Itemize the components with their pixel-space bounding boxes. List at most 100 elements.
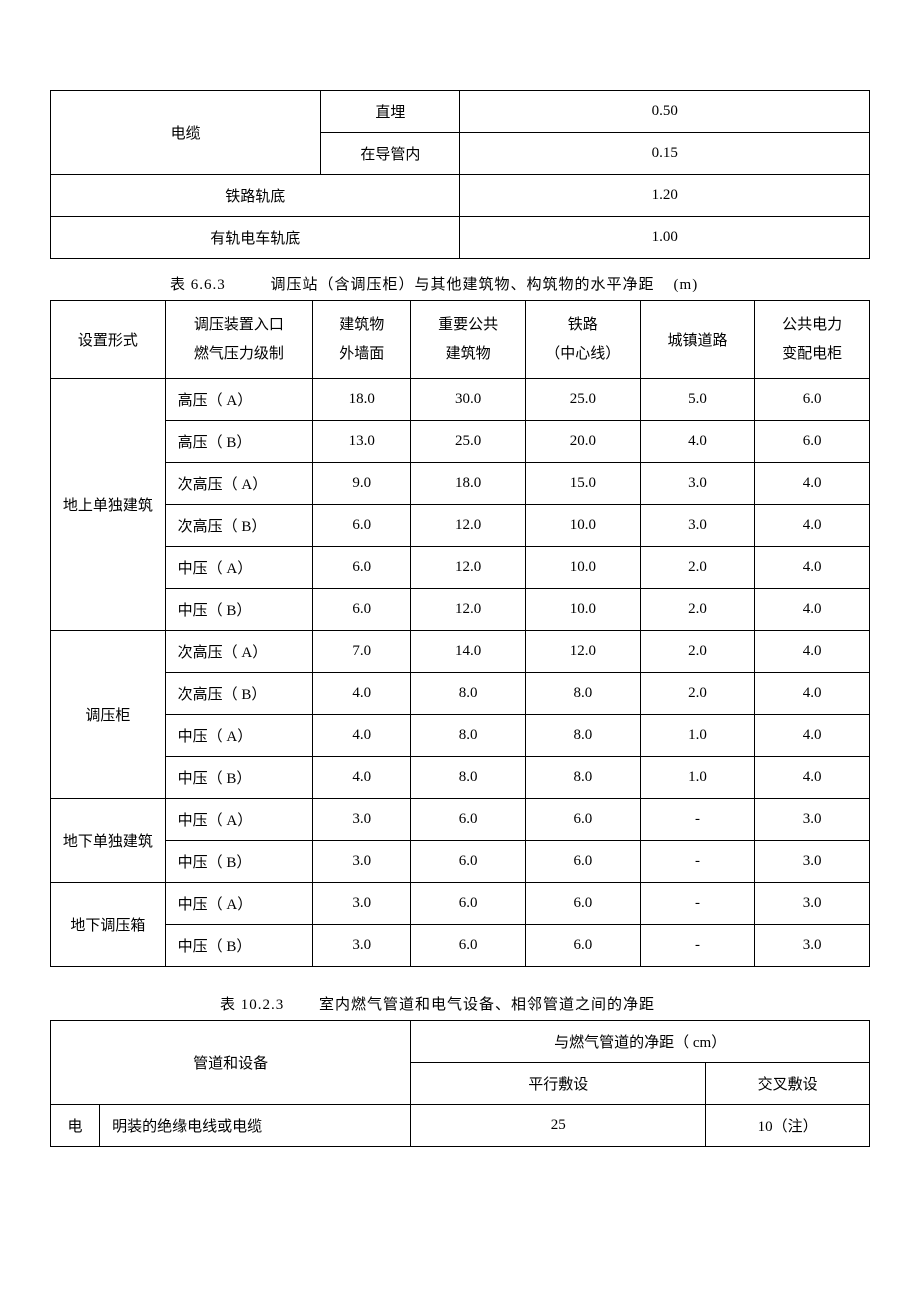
table-row: 地上单独建筑 高压（ A） 18.0 30.0 25.0 5.0 6.0: [51, 379, 870, 421]
cell: 12.0: [525, 631, 640, 673]
header-cell: 建筑物 外墙面: [313, 301, 411, 379]
cell: 30.0: [411, 379, 526, 421]
table-1023: 管道和设备 与燃气管道的净距（ cm） 平行敷设 交叉敷设 电 明装的绝缘电线或…: [50, 1020, 870, 1147]
cell: -: [640, 883, 755, 925]
cell: 3.0: [313, 883, 411, 925]
cell: 3.0: [755, 925, 870, 967]
cell: 4.0: [755, 589, 870, 631]
table-row: 有轨电车轨底 1.00: [51, 217, 870, 259]
cell: 直埋: [321, 91, 460, 133]
cell: 1.0: [640, 715, 755, 757]
cell: 10.0: [525, 589, 640, 631]
caption-text: 调压站（含调压柜）与其他建筑物、构筑物的水平净距: [271, 277, 655, 293]
table-row: 地下单独建筑 中压（ A） 3.0 6.0 6.0 - 3.0: [51, 799, 870, 841]
cell: 0.15: [460, 133, 870, 175]
group-label: 地下单独建筑: [51, 799, 166, 883]
header-cell: 设置形式: [51, 301, 166, 379]
cell: 3.0: [755, 799, 870, 841]
cell: 13.0: [313, 421, 411, 463]
cell: 3.0: [640, 463, 755, 505]
cell: 4.0: [313, 673, 411, 715]
cell: 8.0: [525, 673, 640, 715]
table-row: 中压（ A） 4.0 8.0 8.0 1.0 4.0: [51, 715, 870, 757]
cell: 4.0: [755, 505, 870, 547]
caption-number: 表 6.6.3: [170, 277, 226, 293]
table-row: 次高压（ A） 9.0 18.0 15.0 3.0 4.0: [51, 463, 870, 505]
cell: 18.0: [313, 379, 411, 421]
group-label: 调压柜: [51, 631, 166, 799]
cell: 0.50: [460, 91, 870, 133]
caption-unit: (m): [674, 277, 699, 293]
header-line: （中心线）: [532, 340, 634, 369]
cell: 6.0: [755, 379, 870, 421]
cell: 4.0: [313, 715, 411, 757]
table-row: 次高压（ B） 6.0 12.0 10.0 3.0 4.0: [51, 505, 870, 547]
table-row: 电 明装的绝缘电线或电缆 25 10（注）: [51, 1105, 870, 1147]
header-line: 铁路: [532, 311, 634, 340]
table-row: 铁路轨底 1.20: [51, 175, 870, 217]
header-cell: 与燃气管道的净距（ cm）: [411, 1021, 870, 1063]
cell: 12.0: [411, 505, 526, 547]
table-row: 调压柜 次高压（ A） 7.0 14.0 12.0 2.0 4.0: [51, 631, 870, 673]
cell: 中压（ A）: [165, 799, 312, 841]
header-cell: 交叉敷设: [706, 1063, 870, 1105]
group-label: 地下调压箱: [51, 883, 166, 967]
cell: 3.0: [313, 925, 411, 967]
cell: 3.0: [755, 883, 870, 925]
cell: 6.0: [755, 421, 870, 463]
table-header-row: 管道和设备 与燃气管道的净距（ cm）: [51, 1021, 870, 1063]
cell: 高压（ A）: [165, 379, 312, 421]
cell: 25.0: [411, 421, 526, 463]
cell: 8.0: [411, 673, 526, 715]
group-label: 地上单独建筑: [51, 379, 166, 631]
table-row: 中压（ B） 3.0 6.0 6.0 - 3.0: [51, 925, 870, 967]
cell: 18.0: [411, 463, 526, 505]
cell: 10（注）: [706, 1105, 870, 1147]
header-line: 燃气压力级制: [172, 340, 306, 369]
table-row: 中压（ B） 4.0 8.0 8.0 1.0 4.0: [51, 757, 870, 799]
cell: 中压（ B）: [165, 841, 312, 883]
header-cell: 城镇道路: [640, 301, 755, 379]
cell: 2.0: [640, 547, 755, 589]
cell: 12.0: [411, 547, 526, 589]
header-cell: 公共电力 变配电柜: [755, 301, 870, 379]
cell: 6.0: [525, 841, 640, 883]
cell: 25.0: [525, 379, 640, 421]
cell: 6.0: [411, 925, 526, 967]
cell: 6.0: [525, 799, 640, 841]
cell: 3.0: [313, 841, 411, 883]
cell: 7.0: [313, 631, 411, 673]
cell: 中压（ A）: [165, 547, 312, 589]
header-line: 建筑物: [319, 311, 404, 340]
cell: 6.0: [313, 589, 411, 631]
cell: 中压（ A）: [165, 715, 312, 757]
table-row: 中压（ A） 6.0 12.0 10.0 2.0 4.0: [51, 547, 870, 589]
header-line: 变配电柜: [761, 340, 863, 369]
cell: 中压（ B）: [165, 757, 312, 799]
cell: 次高压（ A）: [165, 631, 312, 673]
table-663: 设置形式 调压装置入口 燃气压力级制 建筑物 外墙面 重要公共 建筑物 铁路 （…: [50, 300, 870, 967]
table-row: 中压（ B） 6.0 12.0 10.0 2.0 4.0: [51, 589, 870, 631]
cell: 1.0: [640, 757, 755, 799]
cell: -: [640, 925, 755, 967]
cell: 5.0: [640, 379, 755, 421]
cell: 4.0: [755, 631, 870, 673]
header-cell: 重要公共 建筑物: [411, 301, 526, 379]
cell: 4.0: [640, 421, 755, 463]
header-line: 建筑物: [417, 340, 519, 369]
cell: 10.0: [525, 547, 640, 589]
header-line: 公共电力: [761, 311, 863, 340]
table-row: 次高压（ B） 4.0 8.0 8.0 2.0 4.0: [51, 673, 870, 715]
cell: 次高压（ B）: [165, 673, 312, 715]
cell: 6.0: [313, 505, 411, 547]
table-row: 电缆 直埋 0.50: [51, 91, 870, 133]
cell: 4.0: [755, 673, 870, 715]
cell: 8.0: [411, 715, 526, 757]
cell: 2.0: [640, 673, 755, 715]
cell: 4.0: [755, 757, 870, 799]
cell: 电缆: [51, 91, 321, 175]
cell: 8.0: [411, 757, 526, 799]
cell: -: [640, 841, 755, 883]
cell: 12.0: [411, 589, 526, 631]
cell: 1.00: [460, 217, 870, 259]
